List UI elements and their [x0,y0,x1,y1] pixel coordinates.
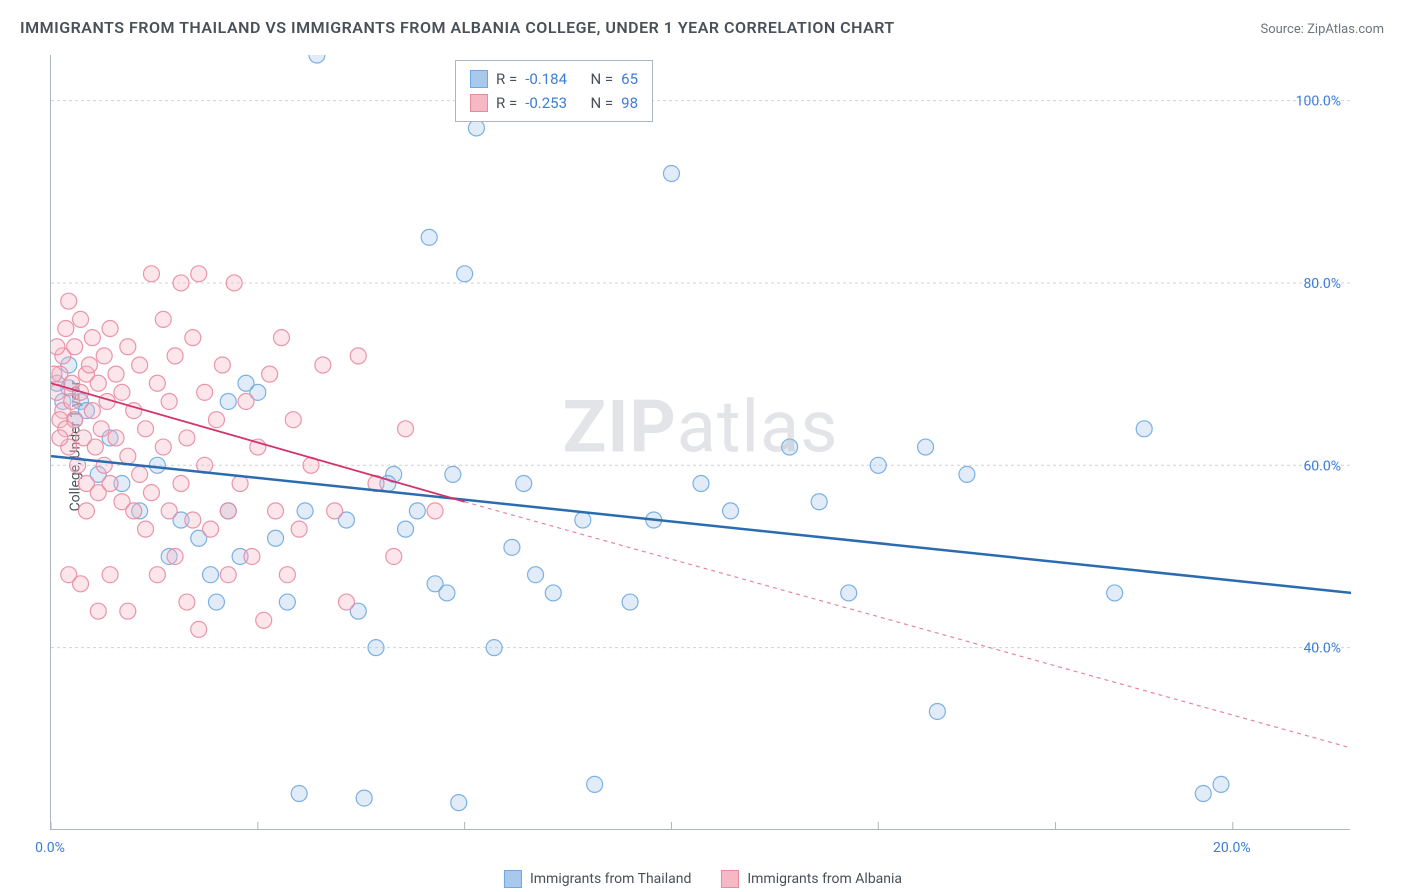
svg-text:40.0%: 40.0% [1303,641,1341,657]
legend-label-albania: Immigrants from Albania [747,871,902,887]
legend-label-thailand: Immigrants from Thailand [530,871,691,887]
swatch-thailand [470,70,488,88]
n-value-thailand: 65 [621,67,638,91]
series-legend: Immigrants from Thailand Immigrants from… [504,870,902,888]
svg-text:100.0%: 100.0% [1296,94,1341,110]
swatch-thailand-icon [504,870,522,888]
plot-area: 40.0%60.0%80.0%100.0% ZIPatlas [50,55,1350,830]
legend-item-thailand: Immigrants from Thailand [504,870,691,888]
r-value-thailand: -0.184 [525,67,567,91]
svg-text:80.0%: 80.0% [1303,276,1341,292]
corr-row-albania: R = -0.253 N = 98 [470,91,638,115]
x-tick-label: 0.0% [35,840,65,856]
n-label: N = [590,67,613,91]
x-tick-label: 20.0% [1213,840,1251,856]
source-attribution: Source: ZipAtlas.com [1260,22,1384,37]
r-label: R = [496,91,517,115]
chart-title: IMMIGRANTS FROM THAILAND VS IMMIGRANTS F… [20,18,895,37]
svg-text:60.0%: 60.0% [1303,458,1341,474]
r-label: R = [496,67,517,91]
swatch-albania [470,94,488,112]
swatch-albania-icon [721,870,739,888]
legend-item-albania: Immigrants from Albania [721,870,902,888]
r-value-albania: -0.253 [525,91,567,115]
scatter-plot-svg: 40.0% 60.0% 80.0% 100.0% [51,55,1351,830]
n-label: N = [590,91,613,115]
corr-row-thailand: R = -0.184 N = 65 [470,67,638,91]
correlation-legend: R = -0.184 N = 65 R = -0.253 N = 98 [455,60,653,122]
chart-container: IMMIGRANTS FROM THAILAND VS IMMIGRANTS F… [0,0,1406,892]
n-value-albania: 98 [621,91,638,115]
